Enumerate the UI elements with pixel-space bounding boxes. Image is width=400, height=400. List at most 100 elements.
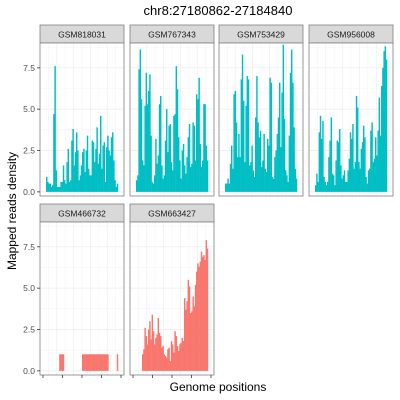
density-bar [86,354,89,371]
density-bar [345,181,347,192]
density-bar [52,185,54,192]
density-bar [179,160,181,192]
density-bar [95,354,97,371]
density-bar [237,157,239,192]
y-tick-label: 7.5 [23,63,35,73]
density-bar [319,115,322,192]
density-bar [78,180,80,192]
density-bar [247,79,250,192]
density-bar [164,140,167,192]
density-bar [114,180,116,192]
density-bar [160,95,162,192]
density-bar [143,349,145,371]
density-bar [364,137,366,192]
facet-label: GSM818031 [58,30,106,40]
density-bar [85,150,88,192]
density-bar [263,133,265,192]
density-bar [97,354,100,371]
density-bar [157,317,160,371]
density-bar [279,82,281,192]
density-bar [59,186,61,192]
density-bar [173,115,175,192]
density-bar [226,183,228,192]
density-bar [200,167,203,192]
density-bar [365,176,367,192]
density-bar [146,344,149,371]
density-bar [339,129,341,192]
density-bar [199,261,202,371]
density-bar [229,163,232,192]
density-bar [50,186,53,192]
density-bar [198,266,200,371]
density-bar [155,138,157,192]
density-bar [174,114,176,192]
density-bar [146,104,149,192]
density-bar [61,181,64,192]
density-bar [158,332,161,371]
density-bar [163,354,166,371]
density-bar [187,137,190,192]
density-bar [255,117,257,192]
density-bar [291,49,293,192]
density-bar [197,99,199,192]
density-bar [173,352,175,371]
density-bar [342,175,345,192]
density-bar [181,337,184,371]
density-bar [205,240,208,371]
density-bar [275,150,277,192]
density-bar [91,140,94,192]
density-bar [334,185,336,192]
facet-label: GSM753429 [237,30,285,40]
density-bar [180,342,182,371]
x-axis-label: Genome positions [170,380,267,394]
density-bar [149,321,151,371]
density-bar [198,77,200,192]
density-bar [355,95,358,192]
density-bar [384,46,387,192]
density-bar [102,354,104,371]
y-axis-label: Mapped reads density [5,152,19,270]
density-bar [152,331,155,371]
density-bar [228,183,231,192]
density-bar [112,132,114,192]
density-bar [243,100,245,192]
density-bar [82,354,84,371]
density-bar [143,165,145,192]
density-bar [100,115,102,192]
density-bar [269,77,271,192]
density-bar [71,140,73,192]
density-bar [140,99,143,192]
density-bar [244,162,246,192]
density-bar [206,160,209,192]
density-bar [108,150,110,192]
density-bar [352,124,354,192]
density-bar [89,175,91,192]
density-bar [252,170,255,192]
y-tick-label: 2.5 [23,325,35,335]
density-bar [184,165,186,192]
density-bar [182,341,185,371]
density-bar [347,170,349,192]
density-bar [56,186,59,192]
density-bar [89,354,91,371]
density-bar [106,354,108,371]
density-bar [95,148,97,192]
density-bar [287,181,289,192]
density-bar [377,130,379,192]
density-bar [280,147,282,192]
density-bar [138,69,140,192]
density-bar [182,143,185,192]
density-bar [151,181,154,192]
density-bar [102,145,104,192]
density-bar [109,155,112,192]
density-bar [196,271,198,371]
facet-label: GSM956008 [327,30,375,40]
density-bar [281,92,283,192]
density-bar [268,145,270,192]
density-bar [136,180,138,192]
density-bar [65,183,67,192]
density-bar [48,183,50,192]
density-bar [199,143,202,192]
density-bar [205,145,208,192]
density-bar [185,309,187,371]
